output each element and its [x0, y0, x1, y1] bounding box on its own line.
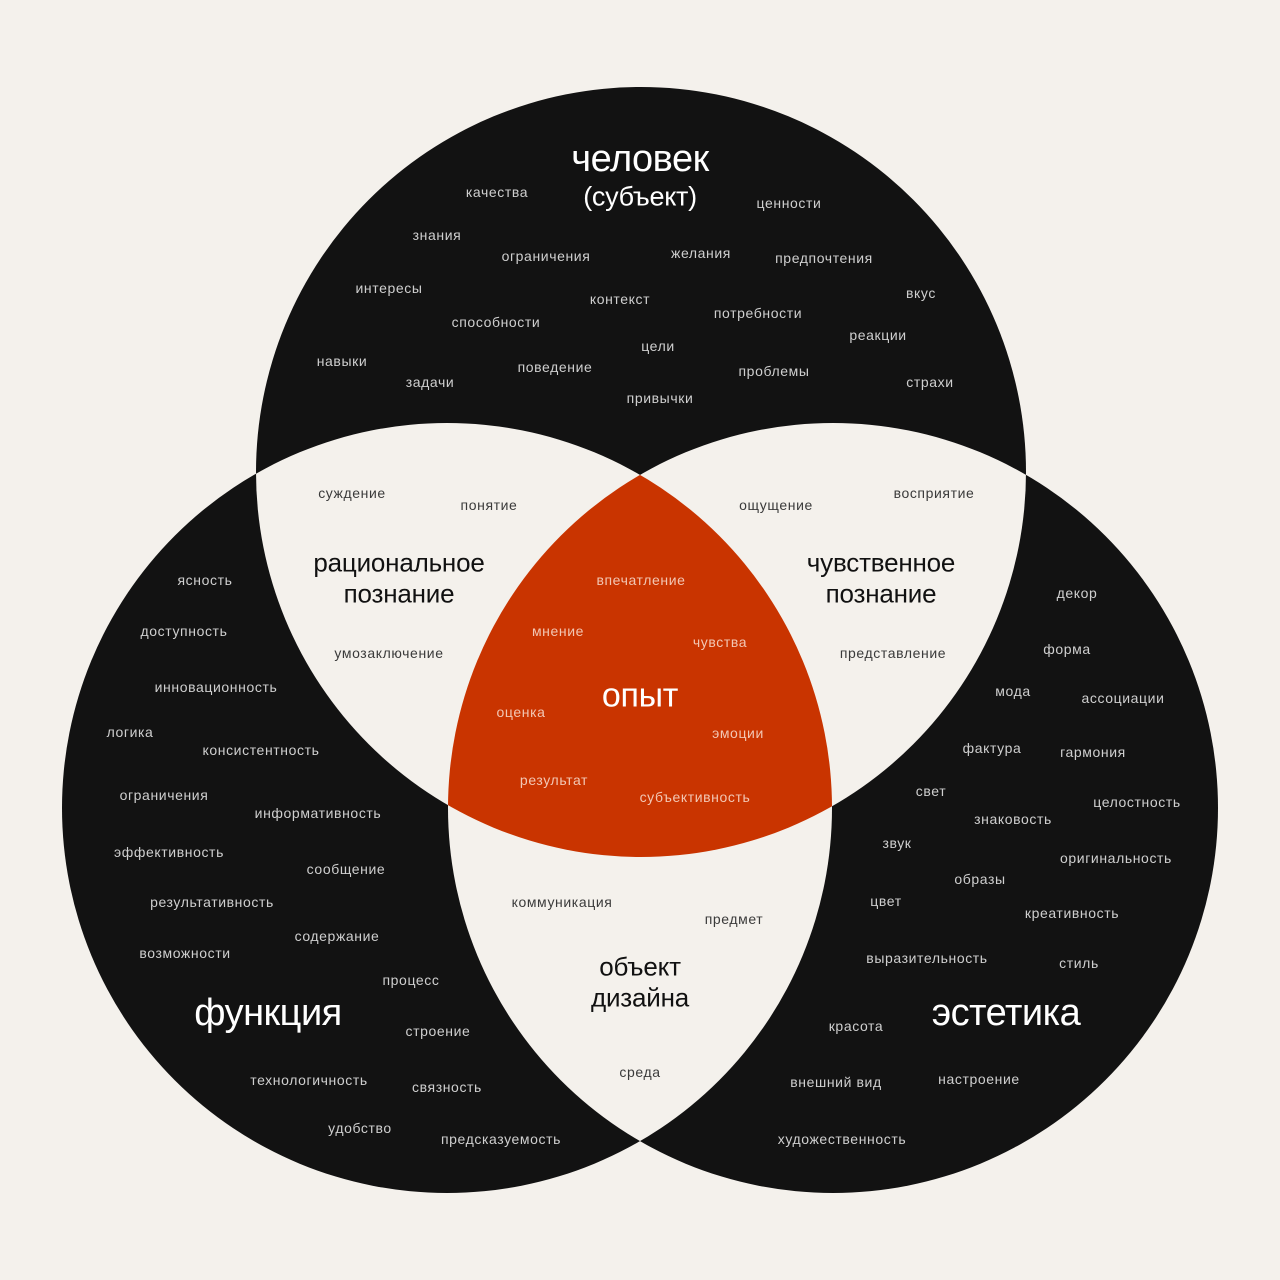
top-word: предпочтения [775, 250, 873, 266]
top-word: ограничения [501, 248, 591, 264]
overlap-top-right-title: чувственное познание [806, 547, 956, 608]
top-right-word: представление [839, 645, 947, 661]
right-word: оригинальность [1060, 850, 1172, 866]
top-word: поведение [517, 359, 593, 375]
center-title: опыт [601, 676, 679, 715]
overlap-top-left-title-line1: рациональное [313, 547, 485, 578]
left-word: консистентность [202, 742, 320, 758]
left-word: ясность [177, 572, 233, 588]
overlap-top-left-title: рациональное познание [313, 547, 484, 608]
right-word: настроение [938, 1071, 1020, 1087]
right-word: образы [954, 871, 1006, 887]
left-word: результативность [150, 894, 274, 910]
left-word: строение [405, 1023, 471, 1039]
circle-top-subtitle: (субъект) [583, 181, 697, 212]
top-word: реакции [849, 327, 907, 343]
top-word: задачи [405, 374, 455, 390]
right-word: фактура [962, 740, 1022, 756]
center-word: субъективность [639, 789, 751, 805]
left-word: информативность [254, 805, 382, 821]
center-word: результат [519, 772, 589, 788]
top-right-word: ощущение [739, 497, 813, 513]
left-word: ограничения [119, 787, 209, 803]
top-word: контекст [589, 291, 651, 307]
right-word: креативность [1024, 905, 1120, 921]
left-word: инновационность [154, 679, 278, 695]
right-word: целостность [1093, 794, 1181, 810]
top-word: желания [671, 245, 731, 261]
bottom-word: среда [619, 1064, 661, 1080]
top-word: знания [412, 227, 462, 243]
overlap-top-left-title-line2: познание [343, 578, 455, 608]
left-word: связность [412, 1079, 482, 1095]
top-word: вкус [906, 285, 936, 301]
top-word: цели [641, 338, 675, 354]
bottom-word: предмет [704, 911, 764, 927]
left-word: процесс [382, 972, 440, 988]
overlap-top-right-title-line1: чувственное [806, 547, 956, 578]
right-word: стиль [1059, 955, 1099, 971]
top-word: навыки [316, 353, 368, 369]
right-word: ассоциации [1081, 690, 1165, 706]
right-word: гармония [1060, 744, 1126, 760]
top-word: привычки [626, 390, 694, 406]
bottom-word: коммуникация [511, 894, 613, 910]
left-word: сообщение [306, 861, 386, 877]
left-word: содержание [294, 928, 380, 944]
center-word: эмоции [712, 725, 764, 741]
top-word: ценности [756, 195, 822, 211]
left-word: доступность [140, 623, 228, 639]
right-word: художественность [777, 1131, 907, 1147]
right-word: звук [882, 835, 912, 851]
overlap-bottom-title-line1: объект [599, 951, 681, 982]
top-word: интересы [355, 280, 423, 296]
left-word: логика [106, 724, 154, 740]
left-word: эффективность [114, 844, 224, 860]
right-word: свет [915, 783, 947, 799]
right-word: знаковость [974, 811, 1052, 827]
right-word: декор [1056, 585, 1098, 601]
top-word: способности [451, 314, 541, 330]
overlap-top-right-title-line2: познание [825, 578, 937, 608]
top-left-word: суждение [318, 485, 386, 501]
right-word: цвет [870, 893, 902, 909]
right-word: внешний вид [790, 1074, 882, 1090]
top-word: проблемы [738, 363, 810, 379]
top-left-word: понятие [460, 497, 518, 513]
center-word: впечатление [596, 572, 686, 588]
right-word: форма [1043, 641, 1091, 657]
circle-top-title: человек [571, 138, 709, 180]
top-left-word: умозаключение [334, 645, 444, 661]
top-word: потребности [713, 305, 803, 321]
left-word: предсказуемость [440, 1131, 562, 1147]
overlap-center [448, 423, 832, 857]
overlap-bottom-title: объект дизайна [591, 951, 689, 1012]
right-word: красота [828, 1018, 884, 1034]
top-word: качества [465, 184, 529, 200]
left-word: возможности [139, 945, 231, 961]
right-word: выразительность [866, 950, 988, 966]
left-word: технологичность [250, 1072, 368, 1088]
center-word: оценка [496, 704, 546, 720]
right-word: мода [995, 683, 1031, 699]
left-word: удобство [328, 1120, 392, 1136]
center-word: чувства [692, 634, 748, 650]
center-word: мнение [531, 623, 585, 639]
overlap-bottom-title-line2: дизайна [590, 982, 690, 1012]
top-word: страхи [906, 374, 954, 390]
circle-left-title: функция [194, 992, 342, 1034]
circle-right-title: эстетика [931, 992, 1081, 1034]
top-right-word: восприятие [893, 485, 975, 501]
